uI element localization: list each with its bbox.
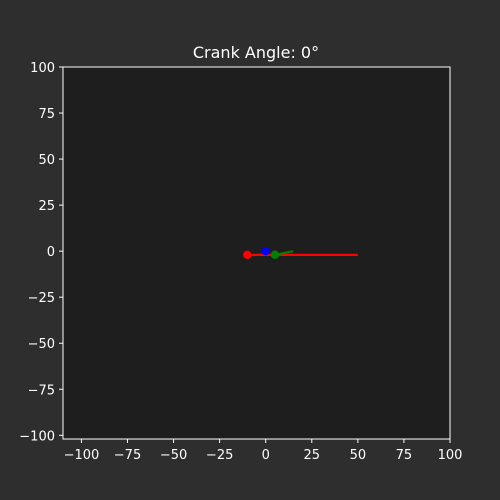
x-tick-label: 100: [438, 448, 463, 463]
x-tick-label: −25: [206, 448, 233, 463]
series-point-1: [261, 246, 270, 256]
series-point-0: [243, 250, 252, 260]
series-point-2: [270, 250, 280, 260]
y-tick-label: −100: [19, 429, 55, 444]
y-tick-label: 50: [38, 153, 55, 168]
y-tick-label: 25: [38, 199, 55, 214]
y-tick-label: −25: [28, 291, 55, 306]
x-tick-label: −50: [160, 448, 187, 463]
x-tick-label: −100: [64, 448, 100, 463]
x-tick-label: 0: [262, 448, 270, 463]
axis-ticks: −100 −75 −50 −25 0 25 50 75 100 −100 −75 −50 −25 0 25 5…: [19, 61, 462, 463]
plot-frame: [62, 66, 451, 440]
y-tick-label: 75: [38, 107, 55, 122]
chart-series: [243, 246, 358, 260]
x-tick-label: 75: [396, 448, 413, 463]
y-tick-label: −75: [28, 383, 55, 398]
chart-title: Crank Angle: 0°: [193, 43, 319, 62]
y-tick-label: −50: [28, 337, 55, 352]
y-tick-label: 100: [30, 61, 55, 76]
x-tick-label: −75: [114, 448, 141, 463]
y-tick-label: 0: [47, 245, 55, 260]
x-tick-label: 50: [350, 448, 367, 463]
x-tick-label: 25: [304, 448, 321, 463]
plot-area: [63, 67, 450, 439]
